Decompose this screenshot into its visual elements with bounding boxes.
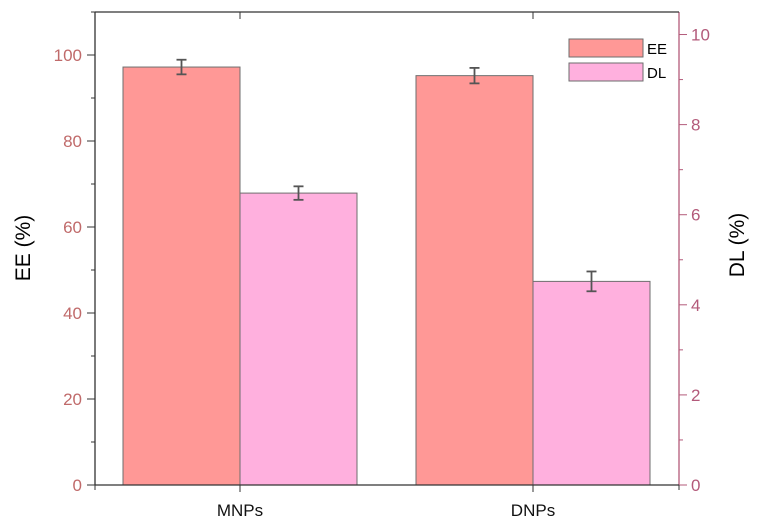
- y-right-tick-label: 8: [691, 116, 700, 135]
- legend-swatch-ee: [568, 38, 644, 58]
- y-left-tick-label: 40: [63, 304, 82, 323]
- y-left-tick-label: 60: [63, 218, 82, 237]
- legend: EE DL: [568, 38, 667, 82]
- y-right-tick-label: 10: [691, 26, 710, 45]
- bar-dl-mnps: [239, 192, 358, 486]
- y-axis-left-title: EE (%): [12, 215, 35, 282]
- legend-label-ee: EE: [647, 41, 667, 58]
- y-left-tick-label: 20: [63, 390, 82, 409]
- error-bars-layer: [176, 58, 597, 293]
- x-tick-label-mnps: MNPs: [217, 501, 263, 520]
- y-left-tick-label: 0: [73, 476, 82, 495]
- bar-ee-dnps: [415, 75, 534, 486]
- legend-label-dl: DL: [647, 65, 666, 82]
- y-right-tick-label: 6: [691, 206, 700, 225]
- y-axis-right-title: DL (%): [726, 213, 749, 278]
- legend-swatch-dl: [568, 62, 644, 82]
- x-tick-label-dnps: DNPs: [511, 501, 555, 520]
- y-right-tick-label: 0: [691, 476, 700, 495]
- bar-dl-dnps: [532, 280, 651, 486]
- y-right-tick-label: 2: [691, 386, 700, 405]
- bar-ee-mnps: [122, 66, 241, 486]
- y-right-tick-label: 4: [691, 296, 700, 315]
- y-left-tick-label: 80: [63, 132, 82, 151]
- bars-layer: [122, 66, 651, 486]
- y-left-tick-label: 100: [54, 46, 82, 65]
- axes-layer: 0 20 40 60 80 100 0 2 4 6 8 10 MNPs DNPs: [54, 11, 710, 520]
